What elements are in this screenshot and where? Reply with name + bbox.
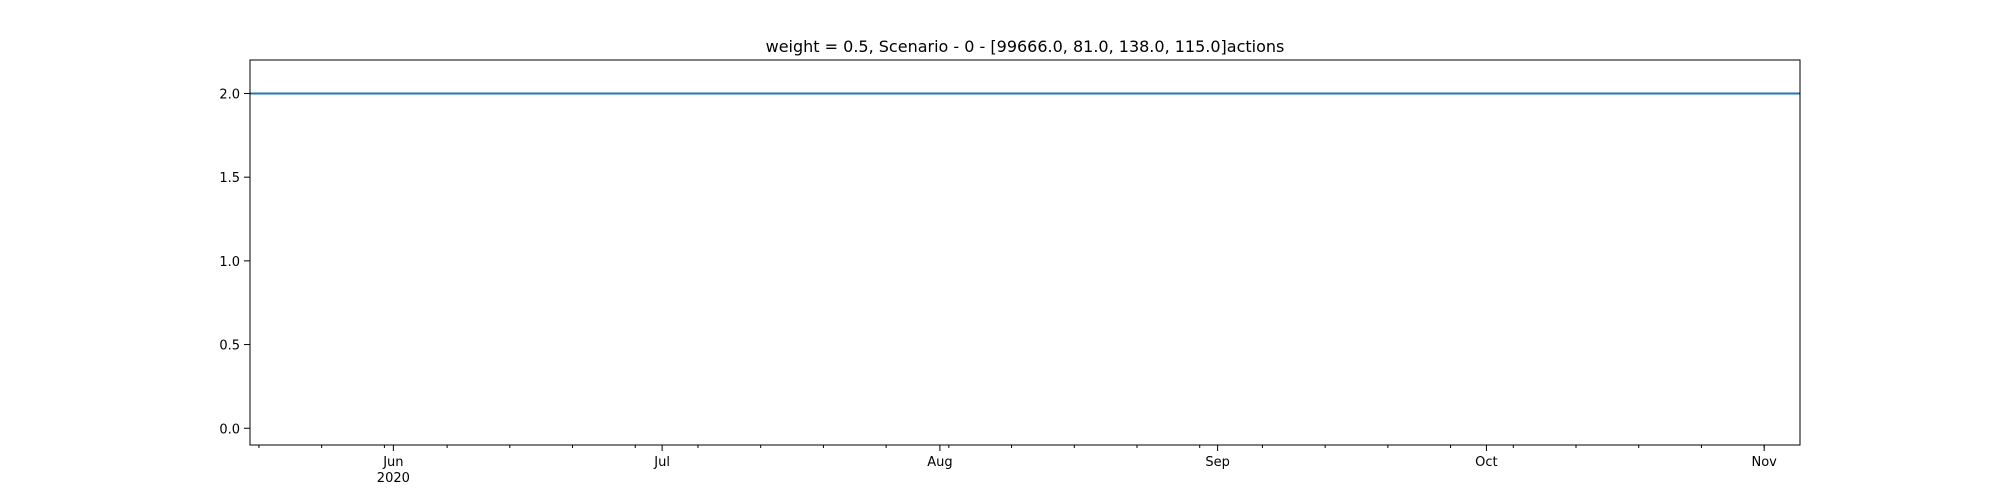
y-tick-label-1: 0.5	[219, 339, 240, 354]
x-tick-label-5: Nov	[1751, 455, 1777, 470]
y-tick-label-2: 1.0	[219, 255, 240, 270]
x-tick-label-4: Oct	[1475, 455, 1497, 470]
y-tick-label-0: 0.0	[219, 422, 240, 437]
x-tick-sublabel-0: 2020	[377, 471, 410, 486]
x-tick-label-0: Jun	[382, 455, 403, 470]
axes-frame	[249, 59, 1801, 446]
y-tick-label-3: 1.5	[219, 171, 240, 186]
chart-title: weight = 0.5, Scenario - 0 - [99666.0, 8…	[766, 37, 1285, 56]
x-tick-label-2: Aug	[927, 455, 952, 470]
y-tick-label-4: 2.0	[219, 87, 240, 102]
x-tick-label-3: Sep	[1205, 455, 1230, 470]
x-tick-label-1: Jul	[653, 455, 670, 470]
